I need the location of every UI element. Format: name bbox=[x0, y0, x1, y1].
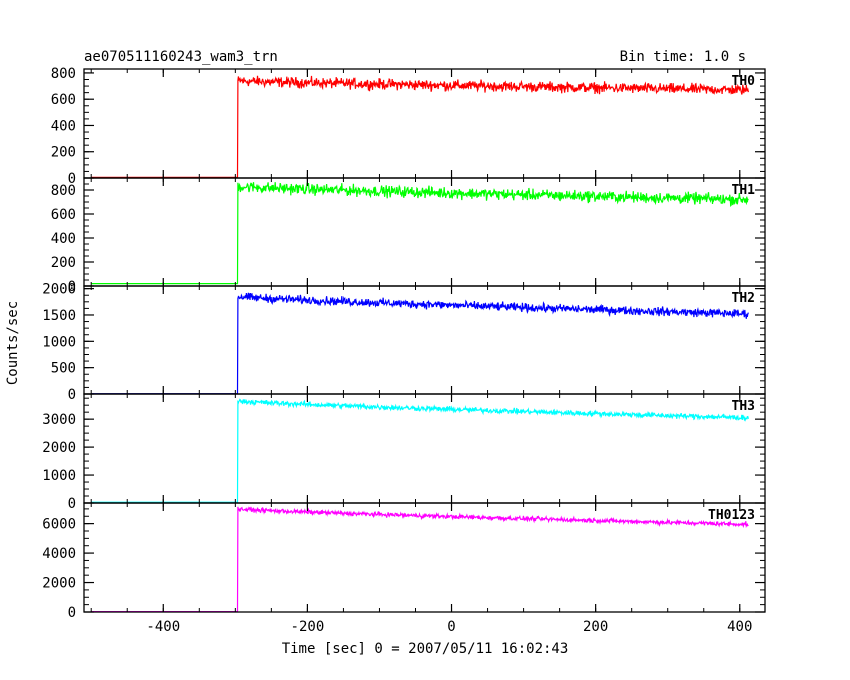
panel-label-th0123: TH0123 bbox=[708, 508, 755, 523]
y-tick-label-th2: 500 bbox=[51, 361, 76, 377]
x-tick-label: -200 bbox=[291, 619, 325, 635]
y-tick-label-th1: 400 bbox=[51, 231, 76, 247]
y-tick-label-th3: 0 bbox=[68, 496, 76, 512]
y-tick-label-th3: 3000 bbox=[42, 412, 76, 428]
y-tick-label-th0123: 0 bbox=[68, 605, 76, 621]
series-line-th1 bbox=[91, 182, 749, 285]
series-line-th0 bbox=[91, 75, 749, 178]
y-tick-label-th0: 800 bbox=[51, 66, 76, 82]
y-tick-label-th0: 0 bbox=[68, 171, 76, 187]
panel-label-th1: TH1 bbox=[732, 183, 756, 198]
x-axis-label: Time [sec] 0 = 2007/05/11 16:02:43 bbox=[282, 641, 569, 657]
x-tick-label: 400 bbox=[727, 619, 752, 635]
y-tick-label-th2: 1500 bbox=[42, 308, 76, 324]
panel-frame-th3 bbox=[83, 393, 766, 504]
y-tick-label-th1: 600 bbox=[51, 207, 76, 223]
y-tick-label-th0: 200 bbox=[51, 145, 76, 161]
y-tick-label-th0123: 6000 bbox=[42, 517, 76, 533]
y-tick-label-th0123: 4000 bbox=[42, 546, 76, 562]
y-tick-label-th2: 0 bbox=[68, 387, 76, 403]
x-tick-label: 0 bbox=[447, 619, 455, 635]
x-tick-label: 200 bbox=[583, 619, 608, 635]
y-tick-label-th2: 1000 bbox=[42, 334, 76, 350]
y-tick-label-th1: 0 bbox=[68, 279, 76, 295]
series-line-th3 bbox=[91, 398, 749, 503]
y-tick-label-th0: 400 bbox=[51, 118, 76, 134]
panel-frame-th0123 bbox=[83, 502, 766, 613]
chart-title: ae070511160243_wam3_trn bbox=[84, 49, 278, 65]
panel-frame-th2 bbox=[83, 285, 766, 395]
panel-label-th3: TH3 bbox=[732, 399, 755, 414]
y-axis-label: Counts/sec bbox=[5, 301, 21, 385]
y-tick-label-th0: 600 bbox=[51, 92, 76, 108]
y-tick-label-th2: 2000 bbox=[42, 282, 76, 298]
y-tick-label-th3: 1000 bbox=[42, 468, 76, 484]
panels: 0 200 400 600 800 TH0 0 200 400 600 800 TH1 0 500 1000… bbox=[42, 66, 766, 635]
x-tick-label: -400 bbox=[146, 619, 180, 635]
y-tick-label-th1: 200 bbox=[51, 255, 76, 271]
y-tick-label-th1: 800 bbox=[51, 183, 76, 199]
y-tick-label-th3: 2000 bbox=[42, 440, 76, 456]
panel-label-th2: TH2 bbox=[732, 291, 755, 306]
series-line-th0123 bbox=[91, 506, 749, 613]
panel-label-th0: TH0 bbox=[732, 74, 756, 89]
series-line-th2 bbox=[91, 292, 749, 395]
bin-time-label: Bin time: 1.0 s bbox=[620, 49, 746, 65]
y-tick-label-th0123: 2000 bbox=[42, 576, 76, 592]
